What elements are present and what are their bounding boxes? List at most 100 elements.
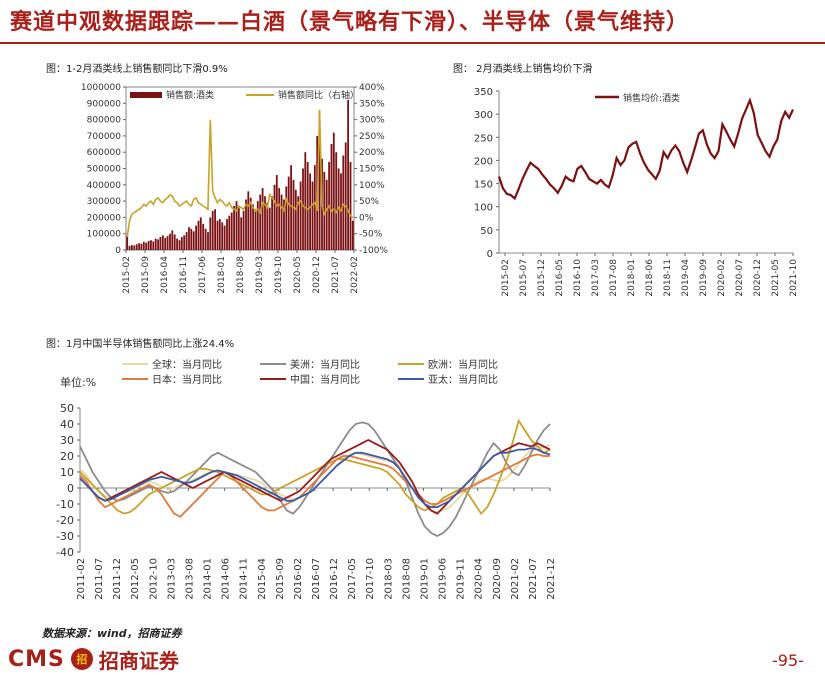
y-tick-label: 10 bbox=[60, 466, 74, 479]
bar bbox=[312, 182, 314, 251]
x-tick-label: 2020-07 bbox=[735, 259, 745, 297]
bar bbox=[300, 182, 302, 251]
bar bbox=[274, 185, 276, 250]
y2-tick-label: 250% bbox=[359, 132, 385, 142]
bar bbox=[188, 227, 190, 250]
chart-caption: 图： 2月酒类线上销售均价下滑 bbox=[453, 60, 593, 75]
bar bbox=[331, 144, 333, 250]
bar bbox=[162, 235, 164, 250]
logo-cn-text: 招商证券 bbox=[99, 645, 179, 674]
x-tick-label: 2021-07 bbox=[528, 558, 539, 600]
x-tick-label: 2012-10 bbox=[148, 558, 159, 600]
y-tick-label: 40 bbox=[60, 418, 74, 431]
x-tick-label: 2018-06 bbox=[645, 259, 655, 297]
x-tick-label: 2020-05 bbox=[293, 256, 303, 294]
y-tick-label: 200000 bbox=[87, 213, 122, 223]
y-tick-label: 30 bbox=[60, 434, 74, 447]
x-tick-label: 2018-01 bbox=[627, 259, 637, 297]
x-tick-label: 2016-12 bbox=[329, 558, 340, 600]
x-tick-label: 2014-01 bbox=[203, 558, 214, 600]
legend-label-line: 销售额同比（右轴） bbox=[278, 89, 359, 101]
bar bbox=[167, 236, 169, 250]
x-tick-label: 2021-05 bbox=[771, 259, 781, 297]
bar bbox=[164, 238, 166, 250]
bar bbox=[221, 222, 223, 250]
bar bbox=[252, 204, 254, 250]
price-line bbox=[499, 100, 793, 198]
bar bbox=[285, 186, 287, 250]
liquor-online-sales-svg: 1000000900000800000700000600000500000400… bbox=[38, 55, 410, 315]
legend-label: 中国：当月同比 bbox=[290, 373, 360, 386]
x-tick-label: 2019-01 bbox=[419, 558, 430, 600]
x-tick-label: 2011-07 bbox=[94, 558, 105, 600]
bar bbox=[352, 221, 354, 250]
y2-tick-label: 350% bbox=[359, 99, 385, 109]
x-tick-label: 2017-03 bbox=[591, 259, 601, 297]
y-tick-label: 800000 bbox=[87, 116, 122, 126]
bar bbox=[326, 180, 328, 250]
y-tick-label: 50 bbox=[60, 402, 74, 415]
bar bbox=[228, 216, 230, 250]
bar bbox=[345, 142, 347, 250]
bar bbox=[205, 229, 207, 250]
bar bbox=[219, 219, 221, 250]
bar bbox=[269, 208, 271, 250]
x-tick-label: 2018-03 bbox=[383, 558, 394, 600]
bar bbox=[209, 217, 211, 250]
y-tick-label: 350 bbox=[474, 87, 493, 98]
bar bbox=[217, 221, 219, 250]
bar bbox=[278, 188, 280, 250]
legend-label: 美洲：当月同比 bbox=[290, 358, 360, 371]
y-tick-label: 600000 bbox=[87, 148, 122, 158]
bar bbox=[169, 234, 171, 250]
y-tick-label: -10 bbox=[56, 498, 74, 511]
y-tick-label: 500000 bbox=[87, 165, 122, 175]
logo-cms-text: CMS bbox=[8, 647, 65, 672]
bar bbox=[181, 237, 183, 250]
x-tick-label: 2017-05 bbox=[347, 558, 358, 600]
bar bbox=[255, 209, 257, 250]
legend-label: 销售均价:酒类 bbox=[623, 92, 680, 104]
page-title: 赛道中观数据跟踪——白酒（景气略有下滑）、半导体（景气维持） bbox=[10, 4, 689, 36]
bar bbox=[138, 243, 140, 250]
bar bbox=[295, 190, 297, 250]
legend-label: 日本：当月同比 bbox=[152, 373, 222, 386]
x-tick-label: 2014-06 bbox=[221, 558, 232, 600]
x-tick-label: 2020-12 bbox=[753, 259, 763, 297]
y2-tick-label: 400% bbox=[359, 83, 385, 93]
series-line bbox=[80, 440, 550, 514]
x-tick-label: 2016-07 bbox=[311, 558, 322, 600]
bar bbox=[231, 213, 233, 251]
x-tick-label: 2019-09 bbox=[699, 259, 709, 297]
bar bbox=[141, 244, 143, 250]
bar bbox=[202, 224, 204, 250]
y-tick-label: 1000000 bbox=[81, 83, 121, 93]
bar bbox=[174, 235, 176, 251]
x-tick-label: 2013-08 bbox=[184, 558, 195, 600]
y-tick-label: 150 bbox=[474, 180, 493, 191]
bar bbox=[176, 239, 178, 250]
y-tick-label: 100000 bbox=[87, 230, 122, 240]
y-tick-label: 100 bbox=[474, 203, 493, 214]
bar bbox=[143, 242, 145, 250]
y-tick-label: 250 bbox=[474, 133, 493, 144]
x-tick-label: 2018-08 bbox=[401, 558, 412, 600]
bar bbox=[198, 221, 200, 250]
bar bbox=[333, 133, 335, 250]
bar bbox=[233, 206, 235, 250]
legend-label: 亚太：当月同比 bbox=[428, 373, 498, 386]
bar bbox=[276, 175, 278, 250]
x-tick-label: 2014-11 bbox=[239, 558, 250, 600]
bar bbox=[133, 245, 135, 250]
y-tick-label: 20 bbox=[60, 450, 74, 463]
x-tick-label: 2019-10 bbox=[274, 256, 284, 294]
x-tick-label: 2021-10 bbox=[789, 259, 799, 297]
bar bbox=[212, 211, 214, 250]
chart-liquor-online-sales: 图：1-2月酒类线上销售额同比下滑0.9% 1000000 900000 80000… bbox=[38, 55, 410, 315]
y2-tick-label: 300% bbox=[359, 116, 385, 126]
bar bbox=[240, 217, 242, 250]
chart-liquor-avg-price: 图： 2月酒类线上销售均价下滑 350 300 250 200 150 100 50 0 201… bbox=[445, 55, 813, 315]
x-tick-label: 2016-11 bbox=[179, 256, 189, 294]
legend-label-bar: 销售额:酒类 bbox=[166, 89, 214, 101]
bar bbox=[190, 229, 192, 250]
